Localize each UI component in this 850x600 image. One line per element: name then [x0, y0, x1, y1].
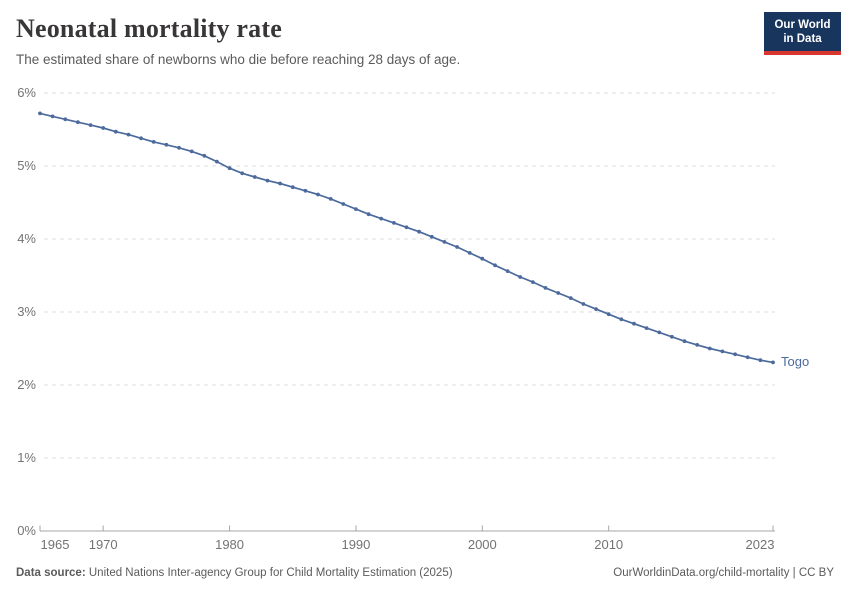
y-axis-label-5%: 5% [17, 158, 36, 173]
data-point-2000[interactable] [480, 256, 485, 261]
data-point-1983[interactable] [265, 178, 270, 183]
data-point-2011[interactable] [619, 317, 624, 322]
data-point-1994[interactable] [404, 225, 409, 230]
data-point-2005[interactable] [543, 286, 548, 290]
data-point-2010[interactable] [606, 312, 611, 317]
data-point-1973[interactable] [139, 136, 144, 141]
data-point-2006[interactable] [556, 291, 561, 295]
data-point-1981[interactable] [240, 171, 245, 176]
data-point-1969[interactable] [88, 123, 93, 127]
owid-logo[interactable]: Our World in Data [764, 12, 841, 55]
data-point-2002[interactable] [505, 269, 510, 273]
y-axis-label-6%: 6% [17, 85, 36, 100]
data-point-2023[interactable] [771, 360, 775, 365]
y-axis-label-2%: 2% [17, 377, 36, 392]
data-point-2018[interactable] [707, 346, 712, 351]
data-point-1989[interactable] [341, 202, 346, 206]
data-point-1992[interactable] [379, 216, 384, 221]
data-point-1980[interactable] [227, 166, 232, 171]
data-source-text: United Nations Inter-agency Group for Ch… [85, 567, 453, 579]
x-axis-label-1970: 1970 [88, 537, 118, 552]
data-point-1991[interactable] [366, 212, 371, 217]
data-point-2021[interactable] [745, 355, 750, 360]
series-label-togo[interactable]: Togo [781, 354, 810, 370]
data-point-1995[interactable] [417, 229, 421, 234]
owid-logo-line2: in Data [783, 33, 822, 45]
data-point-1978[interactable] [202, 153, 207, 158]
data-point-2022[interactable] [758, 358, 763, 363]
data-source-label: Data source: [16, 567, 86, 579]
data-point-2007[interactable] [568, 296, 573, 300]
y-axis-label-1%: 1% [17, 450, 36, 465]
chart-footer: Data source: United Nations Inter-agency… [16, 567, 834, 579]
data-point-1988[interactable] [328, 197, 333, 201]
y-axis-label-3%: 3% [17, 304, 36, 319]
data-point-2012[interactable] [632, 321, 636, 326]
data-point-1982[interactable] [252, 175, 257, 179]
data-point-2013[interactable] [644, 326, 649, 330]
owid-citation-link[interactable]: OurWorldinData.org/child-mortality | CC … [613, 567, 834, 579]
data-point-1975[interactable] [164, 142, 169, 147]
data-point-2003[interactable] [518, 275, 523, 279]
data-point-1987[interactable] [316, 192, 320, 197]
x-axis-label-1965: 1965 [40, 537, 70, 552]
data-point-1990[interactable] [354, 207, 358, 212]
x-axis-label-1980: 1980 [215, 537, 245, 552]
data-point-2015[interactable] [670, 334, 674, 339]
data-point-2020[interactable] [733, 352, 737, 357]
data-point-1976[interactable] [177, 145, 181, 150]
data-point-1974[interactable] [151, 140, 156, 144]
x-axis-label-2023: 2023 [745, 537, 775, 552]
y-axis-label-4%: 4% [17, 231, 36, 246]
data-point-2017[interactable] [695, 343, 700, 347]
data-point-1984[interactable] [278, 181, 282, 186]
data-point-1966[interactable] [50, 114, 55, 119]
data-point-1977[interactable] [189, 149, 194, 154]
data-point-1972[interactable] [126, 132, 131, 137]
data-point-2009[interactable] [594, 307, 598, 311]
data-point-1997[interactable] [442, 240, 447, 244]
owid-logo-line1: Our World [774, 19, 831, 31]
data-point-1986[interactable] [303, 188, 308, 193]
data-point-1985[interactable] [290, 185, 295, 190]
data-point-2019[interactable] [720, 349, 725, 354]
data-point-1970[interactable] [101, 126, 106, 130]
chart-subtitle: The estimated share of newborns who die … [16, 52, 461, 67]
data-point-2004[interactable] [531, 280, 535, 284]
data-point-2001[interactable] [493, 263, 497, 268]
x-axis-label-1990: 1990 [341, 537, 371, 552]
data-point-2016[interactable] [682, 339, 687, 344]
y-axis-label-0%: 0% [17, 523, 36, 538]
data-point-1971[interactable] [113, 129, 118, 134]
x-axis-label-2010: 2010 [594, 537, 624, 552]
data-point-2014[interactable] [657, 330, 662, 335]
data-point-1979[interactable] [215, 159, 219, 164]
data-source-note: Data source: United Nations Inter-agency… [16, 567, 453, 579]
data-point-1999[interactable] [467, 251, 472, 255]
data-point-1993[interactable] [392, 221, 396, 225]
x-axis-label-2000: 2000 [467, 537, 497, 552]
data-point-1967[interactable] [63, 117, 68, 122]
data-point-1965[interactable] [38, 111, 42, 116]
data-point-1996[interactable] [429, 234, 434, 239]
data-point-1998[interactable] [455, 245, 459, 249]
series-line-togo[interactable] [39, 112, 774, 364]
chart-title: Neonatal mortality rate [16, 14, 282, 43]
data-point-1968[interactable] [76, 120, 80, 125]
data-point-2008[interactable] [581, 302, 586, 306]
